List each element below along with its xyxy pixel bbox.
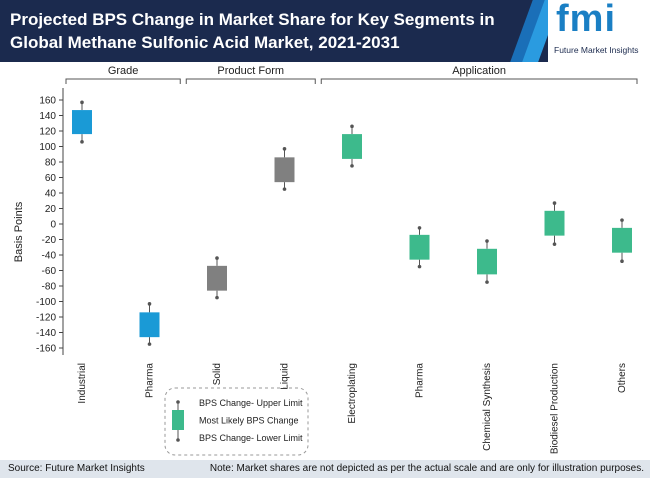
box xyxy=(409,234,430,260)
y-tick-label: -140 xyxy=(36,328,56,339)
lower-dot xyxy=(147,342,152,346)
y-tick-label: -60 xyxy=(42,266,57,277)
group-bracket xyxy=(320,78,638,84)
box xyxy=(139,312,160,338)
upper-dot xyxy=(350,124,354,129)
y-tick-label: 40 xyxy=(45,189,57,200)
x-tick-label: Pharma xyxy=(415,363,426,398)
chart: Basis Points -160 -140 -120 -100 -80 -60 -40 -2… xyxy=(13,65,638,456)
lower-dot xyxy=(215,295,219,300)
lower-dot xyxy=(620,259,624,263)
x-tick-label: Others xyxy=(617,363,628,393)
lower-dot xyxy=(417,264,422,269)
x-tick-label: Solid xyxy=(212,363,223,385)
group-label: Product Form xyxy=(217,65,284,77)
box xyxy=(544,210,565,236)
upper-dot xyxy=(417,226,422,230)
legend-box xyxy=(164,387,309,456)
y-tick-label: 20 xyxy=(45,204,57,215)
y-tick-label: -160 xyxy=(36,344,56,355)
upper-dot xyxy=(485,239,489,243)
upper-dot xyxy=(147,302,152,306)
box xyxy=(612,227,632,253)
group-bracket xyxy=(185,78,316,84)
lower-dot xyxy=(485,280,489,284)
legend-swatch xyxy=(172,410,184,430)
group-label: Application xyxy=(452,65,506,77)
y-tick-label: 80 xyxy=(45,158,57,169)
lower-dot xyxy=(80,140,84,144)
box xyxy=(342,134,362,159)
y-tick-label: 120 xyxy=(39,127,56,138)
legend-label: Most Likely BPS Change xyxy=(199,416,299,426)
logo: fmi Future Market Insights xyxy=(548,0,650,62)
chart-title: Projected BPS Change in Market Share for… xyxy=(10,10,495,52)
y-axis-label: Basis Points xyxy=(13,201,25,262)
logo-text: fmi xyxy=(556,0,616,40)
x-tick-label: Chemical Synthesis xyxy=(482,363,493,451)
y-tick-label: 160 xyxy=(39,96,56,107)
box xyxy=(274,157,295,183)
x-tick-label: Biodiesel Production xyxy=(550,363,561,454)
box xyxy=(477,248,497,275)
y-tick-label: -100 xyxy=(36,297,56,308)
y-tick-label: 0 xyxy=(50,220,56,231)
lower-dot xyxy=(282,187,287,191)
upper-dot xyxy=(282,147,287,151)
x-tick-label: Pharma xyxy=(145,363,156,398)
box xyxy=(72,110,92,135)
upper-dot xyxy=(80,100,84,105)
y-tick-label: -40 xyxy=(42,251,57,262)
banner: Projected BPS Change in Market Share for… xyxy=(0,0,650,62)
y-tick-label: -80 xyxy=(42,282,57,293)
footer: Source: Future Market Insights Note: Mar… xyxy=(0,460,650,478)
x-tick-label: Liquid xyxy=(280,363,291,390)
lower-dot xyxy=(552,242,557,246)
logo-caption: Future Market Insights xyxy=(554,45,639,55)
source: Source: Future Market Insights xyxy=(8,463,145,474)
legend-label: BPS Change- Upper Limit xyxy=(199,398,303,408)
y-tick-label: 140 xyxy=(39,111,56,122)
upper-dot xyxy=(552,201,557,205)
x-tick-label: Industrial xyxy=(77,363,88,404)
note: Note: Market shares are not depicted as … xyxy=(209,463,644,474)
x-tick-label: Electroplating xyxy=(347,363,358,424)
group-bracket xyxy=(65,78,181,84)
legend-dot xyxy=(176,438,180,442)
group-label: Grade xyxy=(108,65,139,77)
upper-dot xyxy=(215,256,219,260)
y-tick-label: -20 xyxy=(42,235,57,246)
legend-label: BPS Change- Lower Limit xyxy=(199,433,303,443)
upper-dot xyxy=(620,218,624,222)
lower-dot xyxy=(350,164,354,168)
box xyxy=(207,265,227,291)
y-tick-label: -120 xyxy=(36,313,56,324)
legend-dot xyxy=(176,400,180,404)
y-tick-label: 100 xyxy=(39,142,56,153)
y-tick-label: 60 xyxy=(45,173,57,184)
